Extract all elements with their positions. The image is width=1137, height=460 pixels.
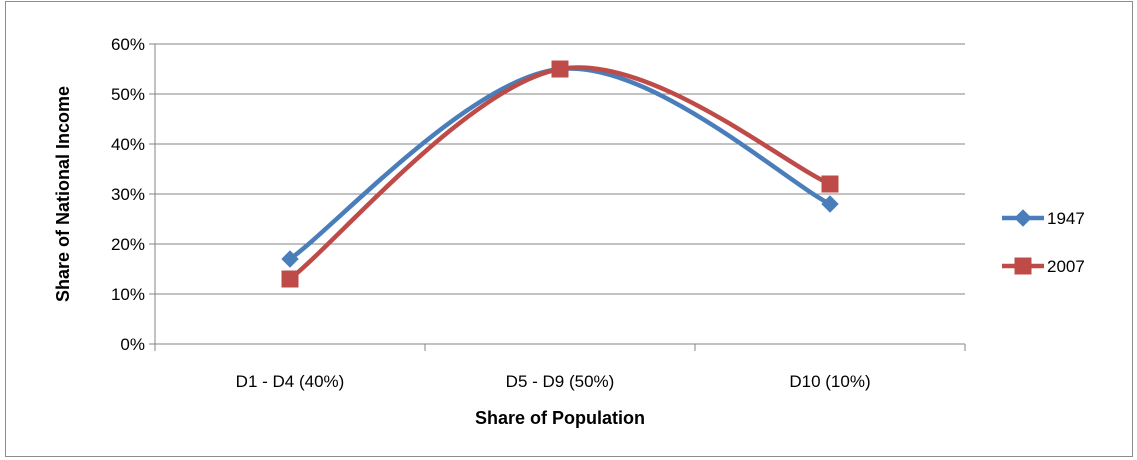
data-point-2007 xyxy=(281,270,299,288)
x-tick-label: D5 - D9 (50%) xyxy=(506,372,615,391)
axes xyxy=(154,44,965,345)
y-tick-labels: 0% 10% 20% 30% 40% 50% 60% xyxy=(111,35,145,354)
data-point-2007 xyxy=(821,175,839,193)
y-tick-label: 10% xyxy=(111,285,145,304)
y-tick-label: 60% xyxy=(111,35,145,54)
gridlines xyxy=(149,43,966,351)
legend: 1947 2007 xyxy=(1002,209,1085,276)
data-point-1947 xyxy=(821,195,839,213)
x-tick-labels: D1 - D4 (40%) D5 - D9 (50%) D10 (10%) xyxy=(236,372,871,391)
y-tick-label: 50% xyxy=(111,85,145,104)
legend-marker xyxy=(1014,209,1032,227)
legend-label: 2007 xyxy=(1047,257,1085,276)
x-axis-title: Share of Population xyxy=(475,408,645,428)
series-line-1947 xyxy=(287,66,833,262)
chart-frame xyxy=(5,1,1133,457)
legend-marker xyxy=(1014,257,1032,275)
x-tick-label: D10 (10%) xyxy=(789,372,870,391)
data-point-2007 xyxy=(551,60,569,78)
series-line-2007 xyxy=(287,65,833,282)
data-point-1947 xyxy=(281,250,299,268)
y-tick-label: 30% xyxy=(111,185,145,204)
y-tick-label: 20% xyxy=(111,235,145,254)
y-tick-label: 0% xyxy=(120,335,145,354)
series-lines xyxy=(281,60,839,288)
y-tick-label: 40% xyxy=(111,135,145,154)
legend-label: 1947 xyxy=(1047,209,1085,228)
y-axis-title: Share of National Income xyxy=(53,86,73,302)
x-tick-label: D1 - D4 (40%) xyxy=(236,372,345,391)
